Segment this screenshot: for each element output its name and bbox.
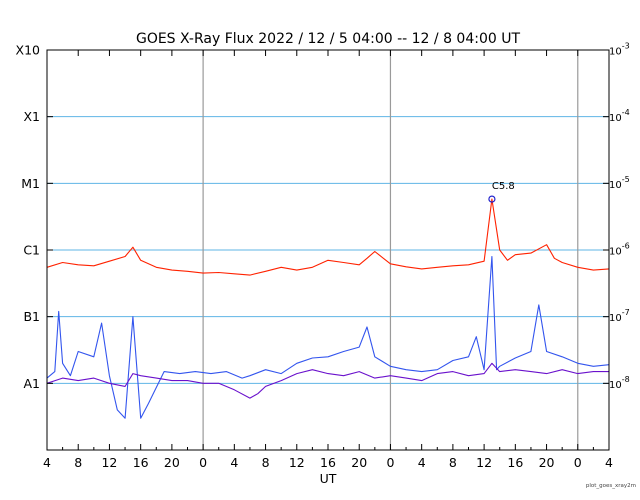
y-left-label-1: X1	[23, 109, 40, 124]
y-left-label-0: X10	[16, 43, 41, 58]
x-tick-label-1: 8	[74, 455, 82, 470]
y-right-label-exponent: -5	[622, 175, 630, 184]
y-right-label-3: 10-6	[609, 242, 630, 258]
x-tick-label-5: 0	[199, 455, 207, 470]
y-right-label-base: 10	[609, 313, 622, 324]
left-axis-labels: X10 X1 M1 C1 B1 A1	[16, 43, 53, 391]
x-axis-label: UT	[320, 471, 337, 486]
y-right-label-4: 10-7	[609, 308, 630, 324]
x-axis-ticks: 4 8 12 16 20 0 4 8 12 16 20 0 4 8 12 16 20 0 4	[43, 50, 613, 470]
y-right-label-exponent: -8	[622, 375, 630, 384]
right-axis-labels: 10-310-410-510-610-710-8	[603, 42, 630, 391]
plot-credit: plot_goes_xray2m	[586, 483, 636, 489]
y-right-label-base: 10	[609, 380, 622, 391]
y-left-label-5: A1	[23, 376, 40, 391]
x-tick-label-15: 16	[507, 455, 523, 470]
y-right-label-exponent: -4	[622, 108, 630, 117]
y-right-label-base: 10	[609, 113, 622, 124]
x-tick-label-7: 8	[262, 455, 270, 470]
x-tick-label-13: 8	[449, 455, 457, 470]
x-tick-label-4: 20	[164, 455, 180, 470]
y-right-label-exponent: -6	[622, 242, 630, 251]
y-right-label-base: 10	[609, 247, 622, 258]
y-right-label-0: 10-3	[609, 42, 630, 58]
y-left-label-3: C1	[23, 243, 40, 258]
series-line-0	[46, 198, 610, 276]
x-tick-label-11: 0	[386, 455, 394, 470]
y-right-label-exponent: -7	[622, 308, 630, 317]
y-left-label-4: B1	[23, 309, 40, 324]
x-tick-label-6: 4	[230, 455, 238, 470]
y-right-label-5: 10-8	[609, 375, 630, 391]
y-right-label-base: 10	[609, 47, 622, 58]
x-tick-label-17: 0	[574, 455, 582, 470]
x-tick-label-0: 4	[43, 455, 51, 470]
chart-title: GOES X-Ray Flux 2022 / 12 / 5 04:00 -- 1…	[136, 31, 520, 47]
x-tick-label-18: 4	[605, 455, 613, 470]
y-right-label-base: 10	[609, 180, 622, 191]
series-line-1	[46, 255, 610, 419]
peak-marker	[488, 195, 496, 203]
x-tick-label-14: 12	[476, 455, 492, 470]
peak-annotation: C5.8	[488, 181, 515, 203]
y-right-label-1: 10-4	[609, 108, 630, 124]
y-right-label-exponent: -3	[622, 42, 630, 51]
series-line-2	[46, 362, 609, 399]
flux-series	[46, 198, 610, 419]
x-tick-label-8: 12	[289, 455, 305, 470]
gridlines	[47, 116, 609, 384]
y-left-label-2: M1	[21, 176, 40, 191]
peak-label: C5.8	[492, 181, 515, 192]
x-tick-label-10: 20	[351, 455, 367, 470]
x-tick-label-12: 4	[418, 455, 426, 470]
x-tick-label-3: 16	[133, 455, 149, 470]
y-right-label-2: 10-5	[609, 175, 630, 191]
x-tick-label-9: 16	[320, 455, 336, 470]
x-tick-label-16: 20	[539, 455, 555, 470]
x-tick-label-2: 12	[101, 455, 117, 470]
